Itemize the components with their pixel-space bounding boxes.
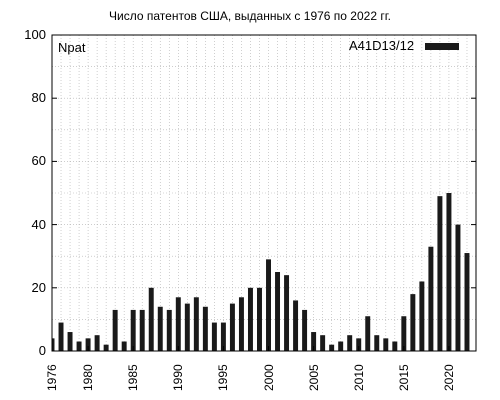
bar-1980 [85, 338, 91, 351]
x-tick-label: 2015 [396, 364, 411, 391]
x-tick-label: 1990 [171, 364, 186, 391]
bar-1984 [121, 341, 127, 351]
bar-2002 [284, 275, 290, 351]
bar-2015 [401, 316, 407, 351]
bar-2020 [446, 193, 452, 351]
bar-1976 [52, 338, 55, 351]
y-tick-label: 80 [31, 90, 46, 106]
chart-title: Число патентов США, выданных с 1976 по 2… [109, 9, 391, 23]
bar-2014 [392, 341, 398, 351]
y-tick-label: 100 [24, 27, 46, 42]
bar-1993 [202, 306, 208, 351]
legend-swatch [425, 43, 459, 50]
y-tick-label: 0 [38, 343, 46, 358]
bar-2019 [437, 196, 443, 351]
x-tick-label: 1980 [81, 364, 96, 391]
bar-2018 [428, 246, 434, 351]
bar-2011 [365, 316, 371, 351]
bar-2000 [266, 259, 271, 351]
bar-1996 [229, 303, 235, 351]
bar-2016 [410, 294, 416, 351]
bar-2003 [293, 300, 299, 351]
bar-1983 [112, 309, 118, 351]
y-axis-label: Npat [58, 40, 86, 55]
bar-2006 [320, 335, 326, 351]
bar-1999 [257, 287, 262, 351]
x-tick-label: 1976 [45, 364, 59, 391]
bar-1981 [94, 335, 100, 351]
bar-2013 [383, 338, 389, 351]
bar-1986 [139, 309, 145, 351]
bar-1995 [220, 322, 226, 351]
bar-2005 [311, 332, 317, 351]
bar-series [52, 193, 470, 351]
bar-1994 [211, 322, 217, 351]
plot-frame [51, 34, 477, 352]
x-tick-label: 1995 [216, 364, 231, 391]
bar-2012 [374, 335, 380, 351]
bar-1979 [76, 341, 82, 351]
x-tick-label: 2005 [306, 364, 321, 391]
x-tick-label: 2020 [441, 364, 456, 391]
bar-1989 [166, 309, 172, 351]
bar-2008 [338, 341, 344, 351]
legend-label: A41D13/12 [349, 38, 415, 53]
bar-1991 [184, 303, 190, 351]
y-tick-label: 20 [31, 279, 46, 295]
bar-2007 [329, 344, 335, 351]
bar-2010 [356, 338, 362, 351]
bar-1998 [247, 287, 253, 351]
bar-1985 [130, 309, 136, 351]
bar-2004 [302, 309, 308, 351]
y-tick-label: 40 [31, 216, 46, 232]
bar-2009 [347, 335, 353, 351]
bar-1987 [148, 287, 154, 351]
bar-1988 [157, 306, 163, 351]
x-tick-label: 2000 [261, 364, 276, 391]
bar-2017 [419, 281, 425, 351]
bar-2021 [455, 224, 461, 351]
bar-1997 [238, 297, 244, 351]
y-tick-label: 60 [31, 153, 46, 169]
bar-1992 [193, 297, 199, 351]
x-tick-label: 2010 [351, 364, 366, 391]
x-tick-label: 1985 [126, 364, 141, 391]
bar-1982 [103, 344, 109, 351]
bar-1977 [58, 322, 64, 351]
bar-2001 [275, 272, 281, 351]
bar-1978 [67, 332, 73, 351]
bar-1990 [175, 297, 181, 351]
bar-2022 [464, 253, 470, 351]
